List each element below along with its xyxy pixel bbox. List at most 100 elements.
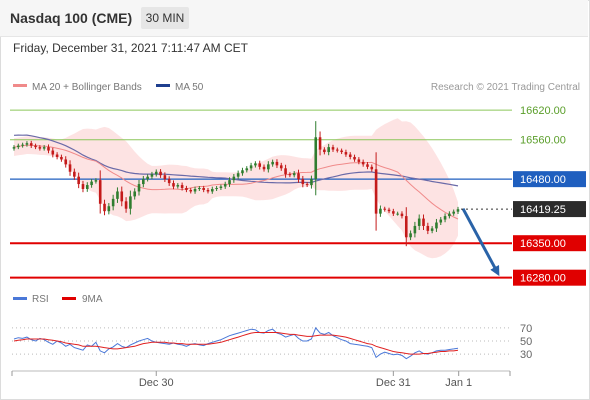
support-label-box xyxy=(513,269,586,286)
candle-body xyxy=(396,213,399,215)
candle-body xyxy=(327,147,330,153)
candle-body xyxy=(42,147,46,149)
candle-body xyxy=(314,137,318,180)
candle-body xyxy=(258,163,262,167)
candle-body xyxy=(439,219,443,223)
moving-averages xyxy=(13,134,459,220)
ma9-legend-swatch xyxy=(62,297,76,300)
candle-body xyxy=(452,211,455,214)
candle-body xyxy=(223,184,227,187)
datetime-label: Friday, December 31, 2021 7:11:47 AM CET xyxy=(13,41,249,55)
candle-body xyxy=(133,191,136,197)
candle-body xyxy=(185,188,188,190)
candle-body xyxy=(318,137,322,150)
candle-body xyxy=(348,154,352,157)
candle-body xyxy=(81,184,85,189)
forecast-arrow xyxy=(461,207,500,277)
candle-body xyxy=(137,184,141,192)
candle-body xyxy=(305,184,309,186)
candle-body xyxy=(38,147,42,149)
candle-body xyxy=(154,171,158,175)
rsi-legend-label: RSI xyxy=(32,294,49,305)
candle-body xyxy=(47,147,50,151)
candle-body xyxy=(159,171,162,176)
ma50-line xyxy=(13,134,459,187)
candle-body xyxy=(116,191,119,199)
candle-body xyxy=(29,143,33,146)
candle-body xyxy=(400,213,404,217)
candle-body xyxy=(202,188,205,190)
candle-body xyxy=(279,165,283,169)
candle-body xyxy=(448,213,451,217)
ma9-legend-label: 9MA xyxy=(82,294,103,305)
candle-body xyxy=(64,159,68,165)
rsi-tick-label: 70 xyxy=(520,323,532,335)
candle-body xyxy=(344,152,348,155)
candle-body xyxy=(228,180,231,185)
pivot-label-box xyxy=(513,171,586,188)
ma20-legend-label: MA 20 + Bollinger Bands xyxy=(32,82,142,93)
candle-body xyxy=(120,191,124,202)
candle-body xyxy=(275,161,279,166)
candle-body xyxy=(146,176,149,180)
candle-body xyxy=(206,189,210,192)
ma20-line xyxy=(13,144,459,220)
candle-body xyxy=(21,144,24,146)
candle-body xyxy=(241,170,244,174)
candle-body xyxy=(284,168,287,175)
candle-body xyxy=(34,145,37,148)
time-axis: Dec 30 Dec 31 Jan 1 xyxy=(11,371,511,389)
rsi-line xyxy=(13,326,459,360)
candle-body xyxy=(310,179,313,186)
candle-body xyxy=(383,208,387,210)
candle-body xyxy=(219,186,223,189)
time-tick-label: Dec 31 xyxy=(376,377,411,389)
ma50-legend-swatch xyxy=(156,84,170,87)
candle-body xyxy=(111,198,115,207)
ma50-legend-label: MA 50 xyxy=(175,82,204,93)
candle-body xyxy=(456,209,460,212)
candle-body xyxy=(336,149,339,151)
candle-body xyxy=(340,150,343,153)
candle-body xyxy=(180,185,184,189)
ma20-legend-swatch xyxy=(13,84,27,87)
chart-header: Nasdaq 100 (CME) 30 MIN xyxy=(0,0,588,37)
candle-body xyxy=(51,150,55,155)
last-price-box xyxy=(513,201,586,218)
candle-body xyxy=(404,216,408,238)
timeframe-button[interactable]: 30 MIN xyxy=(141,7,189,29)
candle-body xyxy=(107,206,111,212)
candle-body xyxy=(422,218,425,226)
candle-body xyxy=(366,164,369,167)
candle-body xyxy=(142,179,145,185)
candle-body xyxy=(288,174,292,176)
candle-body xyxy=(267,164,270,170)
candle-body xyxy=(198,188,201,190)
rsi-tick-label: 30 xyxy=(520,349,532,361)
candle-body xyxy=(271,161,274,165)
forecast xyxy=(461,207,500,277)
candle-body xyxy=(55,154,59,157)
price-labels: 16620.00 16560.00 16480.00 16350.00 16280.00… xyxy=(461,105,586,286)
time-tick-label: Jan 1 xyxy=(445,377,472,389)
candle-body xyxy=(90,181,93,186)
candle-body xyxy=(25,143,29,145)
candle-body xyxy=(193,189,197,192)
candle-body xyxy=(443,216,447,220)
rsi-ma9-line xyxy=(13,332,459,355)
candle-body xyxy=(370,166,374,170)
candle-body xyxy=(103,203,106,212)
candle-body xyxy=(387,209,391,212)
time-tick-label: Dec 30 xyxy=(139,377,174,389)
rsi-tick-label: 50 xyxy=(520,336,532,348)
resistance-level-label: 16560.00 xyxy=(520,135,566,147)
copyright-label: Research © 2021 Trading Central xyxy=(431,82,580,93)
candle-body xyxy=(426,225,430,231)
candle-body xyxy=(60,156,63,160)
candle-body xyxy=(361,161,365,165)
candle-body xyxy=(353,156,356,160)
candle-body xyxy=(254,163,257,166)
candle-body xyxy=(249,165,253,169)
